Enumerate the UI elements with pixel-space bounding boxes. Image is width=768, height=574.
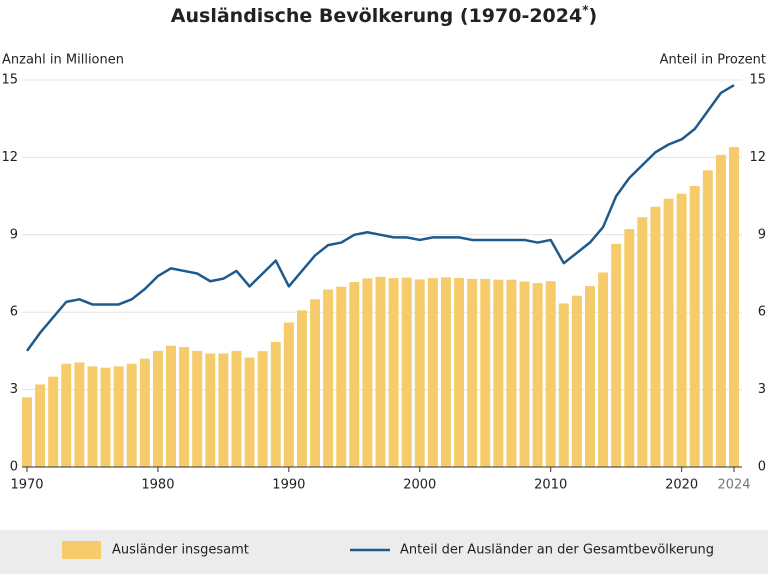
bar bbox=[179, 347, 190, 467]
bar bbox=[637, 217, 648, 467]
bar bbox=[611, 243, 622, 467]
bar bbox=[506, 279, 517, 467]
bar bbox=[166, 345, 176, 467]
bar bbox=[139, 358, 150, 467]
bar bbox=[454, 277, 465, 467]
bar bbox=[467, 278, 478, 467]
y-axis-label: Anzahl in Millionen bbox=[2, 53, 124, 68]
bar bbox=[113, 366, 124, 467]
bar bbox=[336, 286, 347, 467]
y2-tick-label: 9 bbox=[758, 227, 766, 242]
bar bbox=[663, 198, 674, 467]
bar bbox=[323, 289, 334, 467]
y-tick-label: 15 bbox=[1, 73, 18, 88]
bar bbox=[283, 322, 294, 467]
bar bbox=[126, 363, 137, 467]
x-tick-label: 1970 bbox=[10, 478, 43, 493]
title-text: Ausländische Bevölkerung (1970-2024 bbox=[171, 5, 582, 27]
bar bbox=[401, 277, 412, 467]
y2-tick-label: 3 bbox=[758, 382, 766, 397]
x-tick-label: 2010 bbox=[534, 478, 567, 493]
bar bbox=[702, 170, 713, 468]
bar bbox=[61, 363, 72, 467]
bar bbox=[22, 397, 32, 467]
legend-label: Anteil der Ausländer an der Gesamtbevölk… bbox=[400, 543, 714, 558]
legend-label: Ausländer insgesamt bbox=[112, 543, 249, 558]
bar bbox=[296, 310, 307, 467]
bar bbox=[231, 350, 242, 467]
y2-tick-label: 15 bbox=[749, 73, 766, 88]
bar bbox=[244, 357, 255, 467]
bar bbox=[362, 278, 373, 467]
y2-tick-label: 12 bbox=[749, 150, 766, 165]
bar bbox=[715, 154, 726, 467]
bar bbox=[571, 295, 582, 467]
x-tick-label: 2000 bbox=[403, 478, 436, 493]
title-note: * bbox=[582, 3, 589, 17]
bar bbox=[35, 384, 46, 467]
bar bbox=[650, 206, 661, 468]
chart-title: Ausländische Bevölkerung (1970-2024*) bbox=[171, 3, 597, 27]
legend-swatch bbox=[62, 541, 101, 559]
x-tick-label: 1980 bbox=[141, 478, 174, 493]
bar bbox=[257, 351, 268, 467]
bar bbox=[598, 272, 609, 467]
bar bbox=[205, 353, 216, 467]
bar bbox=[74, 362, 85, 467]
bar bbox=[48, 376, 59, 467]
x-tick-label: 2020 bbox=[665, 478, 698, 493]
y-tick-label: 3 bbox=[10, 382, 18, 397]
y2-tick-label: 6 bbox=[758, 305, 766, 320]
bar bbox=[676, 193, 687, 467]
bar bbox=[349, 282, 360, 467]
bar bbox=[729, 147, 739, 467]
y2-tick-label: 0 bbox=[758, 460, 766, 475]
bar bbox=[493, 279, 504, 467]
y2-axis-label: Anteil in Prozent bbox=[660, 53, 766, 68]
bar bbox=[218, 353, 229, 467]
x-tick-label: 2024 bbox=[717, 478, 750, 493]
bar bbox=[87, 366, 98, 467]
bar bbox=[440, 277, 451, 467]
bar bbox=[519, 281, 530, 467]
bar bbox=[270, 341, 281, 467]
bar bbox=[427, 278, 438, 467]
bar bbox=[480, 278, 491, 467]
bar bbox=[414, 279, 425, 467]
bar bbox=[375, 276, 386, 467]
bar bbox=[310, 299, 321, 467]
y-tick-label: 0 bbox=[10, 460, 18, 475]
bar bbox=[624, 229, 635, 467]
y-tick-label: 12 bbox=[1, 150, 18, 165]
y-tick-label: 6 bbox=[10, 305, 18, 320]
title-end: ) bbox=[589, 5, 598, 27]
x-tick-label: 1990 bbox=[272, 478, 305, 493]
bar bbox=[100, 367, 111, 467]
bar bbox=[152, 350, 163, 467]
line bbox=[25, 84, 735, 352]
y-tick-label: 9 bbox=[10, 227, 18, 242]
bar bbox=[192, 350, 203, 467]
bar bbox=[388, 278, 399, 467]
bar bbox=[558, 303, 569, 467]
bar bbox=[585, 286, 595, 467]
legend-background bbox=[0, 530, 768, 574]
bar bbox=[532, 283, 543, 467]
bar bbox=[545, 281, 556, 467]
bar bbox=[689, 186, 700, 467]
